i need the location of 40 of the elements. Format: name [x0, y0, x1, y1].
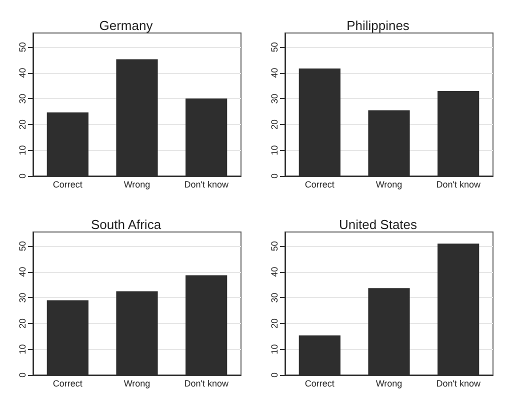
x-tick-label: Don't know	[436, 180, 481, 190]
y-tick-label: 0	[270, 372, 280, 378]
y-tick-label: 40	[270, 68, 280, 78]
x-tick-label: Don't know	[184, 378, 229, 388]
y-tick-label: 20	[18, 119, 28, 130]
y-tick-label: 10	[270, 145, 280, 156]
y-tick-label: 40	[270, 266, 280, 277]
y-tick-label: 10	[18, 145, 28, 156]
y-tick-label: 50	[270, 42, 280, 52]
y-tick-label: 50	[270, 241, 280, 252]
x-tick-label: Correct	[304, 378, 335, 388]
x-tick-label: Don't know	[184, 180, 229, 190]
y-tick-label: 50	[18, 42, 28, 52]
chart-title: United States	[338, 217, 418, 232]
x-tick-label: Wrong	[376, 180, 402, 190]
y-tick-label: 20	[270, 119, 280, 130]
y-tick-label: 10	[18, 344, 28, 354]
y-tick-label: 30	[270, 94, 280, 104]
y-tick-label: 40	[18, 266, 28, 277]
x-tick-label: Wrong	[124, 180, 150, 190]
y-tick-label: 0	[18, 173, 28, 179]
x-tick-label: Correct	[52, 378, 83, 388]
y-tick-label: 40	[18, 68, 28, 78]
x-tick-label: Wrong	[124, 378, 150, 388]
x-tick-label: Correct	[52, 180, 83, 190]
y-tick-label: 0	[18, 372, 28, 378]
chart-title: Germany	[99, 18, 154, 33]
y-tick-label: 20	[18, 318, 28, 328]
y-tick-label: 30	[270, 292, 280, 303]
x-tick-label: Wrong	[376, 378, 402, 388]
y-tick-label: 10	[270, 344, 280, 354]
y-tick-label: 0	[270, 173, 280, 179]
x-tick-label: Correct	[304, 180, 335, 190]
chart-title: Philippines	[346, 18, 410, 33]
y-tick-label: 30	[18, 292, 28, 303]
chart-title: South Africa	[90, 217, 162, 232]
y-tick-label: 50	[18, 241, 28, 252]
y-tick-label: 20	[270, 318, 280, 328]
y-tick-label: 30	[18, 94, 28, 104]
x-tick-label: Don't know	[436, 378, 481, 388]
